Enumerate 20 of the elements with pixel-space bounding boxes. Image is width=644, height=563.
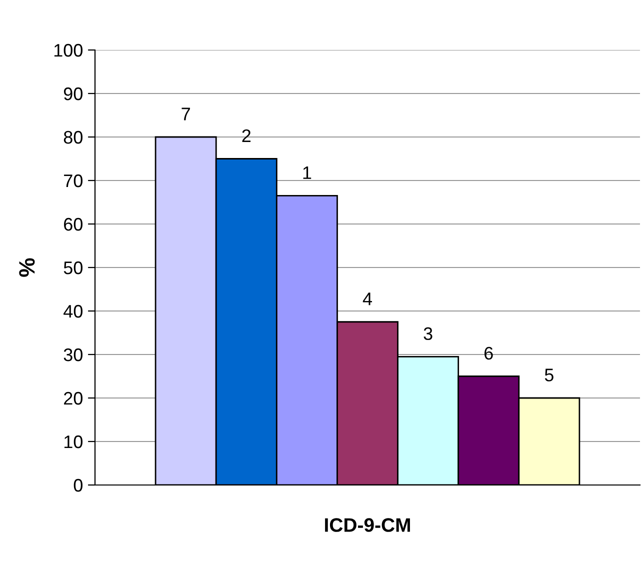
series-label: 7 xyxy=(182,108,190,120)
series-label: 1 xyxy=(303,166,312,179)
y-tick-label: 50 xyxy=(64,261,82,274)
y-tick-label: 70 xyxy=(64,174,82,188)
y-tick-label: 40 xyxy=(64,304,82,318)
y-tick-label: 30 xyxy=(64,348,82,362)
series-label: 6 xyxy=(484,346,493,360)
series-label: 2 xyxy=(242,129,251,142)
series-label: 5 xyxy=(544,368,554,382)
x-axis-title: ICD-9-CM xyxy=(325,518,410,532)
y-tick-label: 100 xyxy=(54,44,82,57)
series-label: 4 xyxy=(362,292,372,306)
y-tick-label: 0 xyxy=(74,478,82,492)
y-axis-title: % xyxy=(19,258,35,277)
y-tick-label: 20 xyxy=(64,392,82,405)
y-tick-label: 10 xyxy=(64,435,82,448)
y-tick-label: 80 xyxy=(64,130,82,144)
series-label: 3 xyxy=(424,327,432,340)
y-tick-label: 60 xyxy=(64,218,82,231)
y-tick-label: 90 xyxy=(64,87,82,100)
